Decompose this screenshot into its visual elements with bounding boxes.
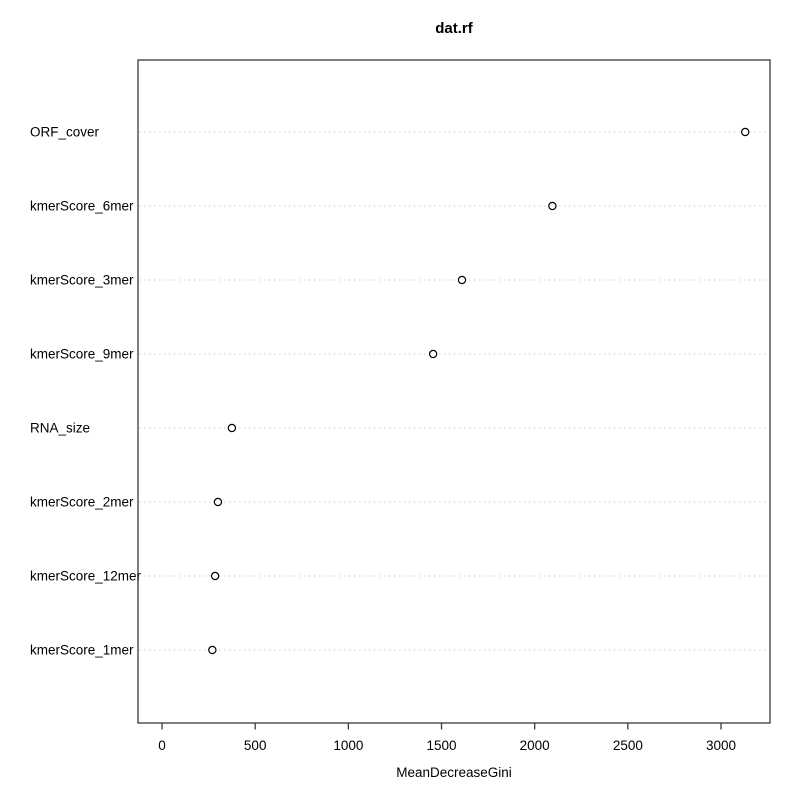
category-label: kmerScore_12mer	[30, 569, 142, 584]
category-label: ORF_cover	[30, 125, 100, 140]
category-label: RNA_size	[30, 421, 90, 436]
data-point	[548, 201, 557, 211]
data-point	[213, 497, 223, 507]
x-tick-label: 1000	[333, 738, 363, 753]
category-label: kmerScore_6mer	[30, 199, 134, 214]
category-label: kmerScore_1mer	[30, 643, 134, 658]
x-tick-label: 2000	[520, 738, 550, 753]
x-tick-label: 500	[244, 738, 267, 753]
x-axis-label: MeanDecreaseGini	[396, 765, 512, 780]
category-label: kmerScore_3mer	[30, 273, 134, 288]
category-label-layer: ORF_cover kmerScore_6mer kmerScore_3merkme…	[30, 125, 142, 658]
x-tick-label: 0	[158, 738, 166, 753]
category-label: kmerScore_2mer	[30, 495, 134, 510]
x-tick-label: 3000	[706, 738, 736, 753]
data-point	[428, 349, 438, 359]
data-point	[457, 275, 467, 285]
x-tick-label: 1500	[426, 738, 456, 753]
data-point	[210, 571, 220, 581]
gridline-layer	[139, 131, 769, 651]
data-point-layer	[208, 127, 750, 655]
plot-box	[137, 59, 771, 724]
category-label: kmerScore_9mer	[30, 347, 134, 362]
data-point	[741, 127, 750, 137]
chart-title: dat.rf	[435, 20, 474, 37]
data-point	[227, 423, 237, 433]
x-tick-label: 2500	[613, 738, 643, 753]
data-point	[208, 645, 217, 655]
x-axis-layer: 0 500 1000 1500 2000 2500 3000	[158, 723, 736, 753]
